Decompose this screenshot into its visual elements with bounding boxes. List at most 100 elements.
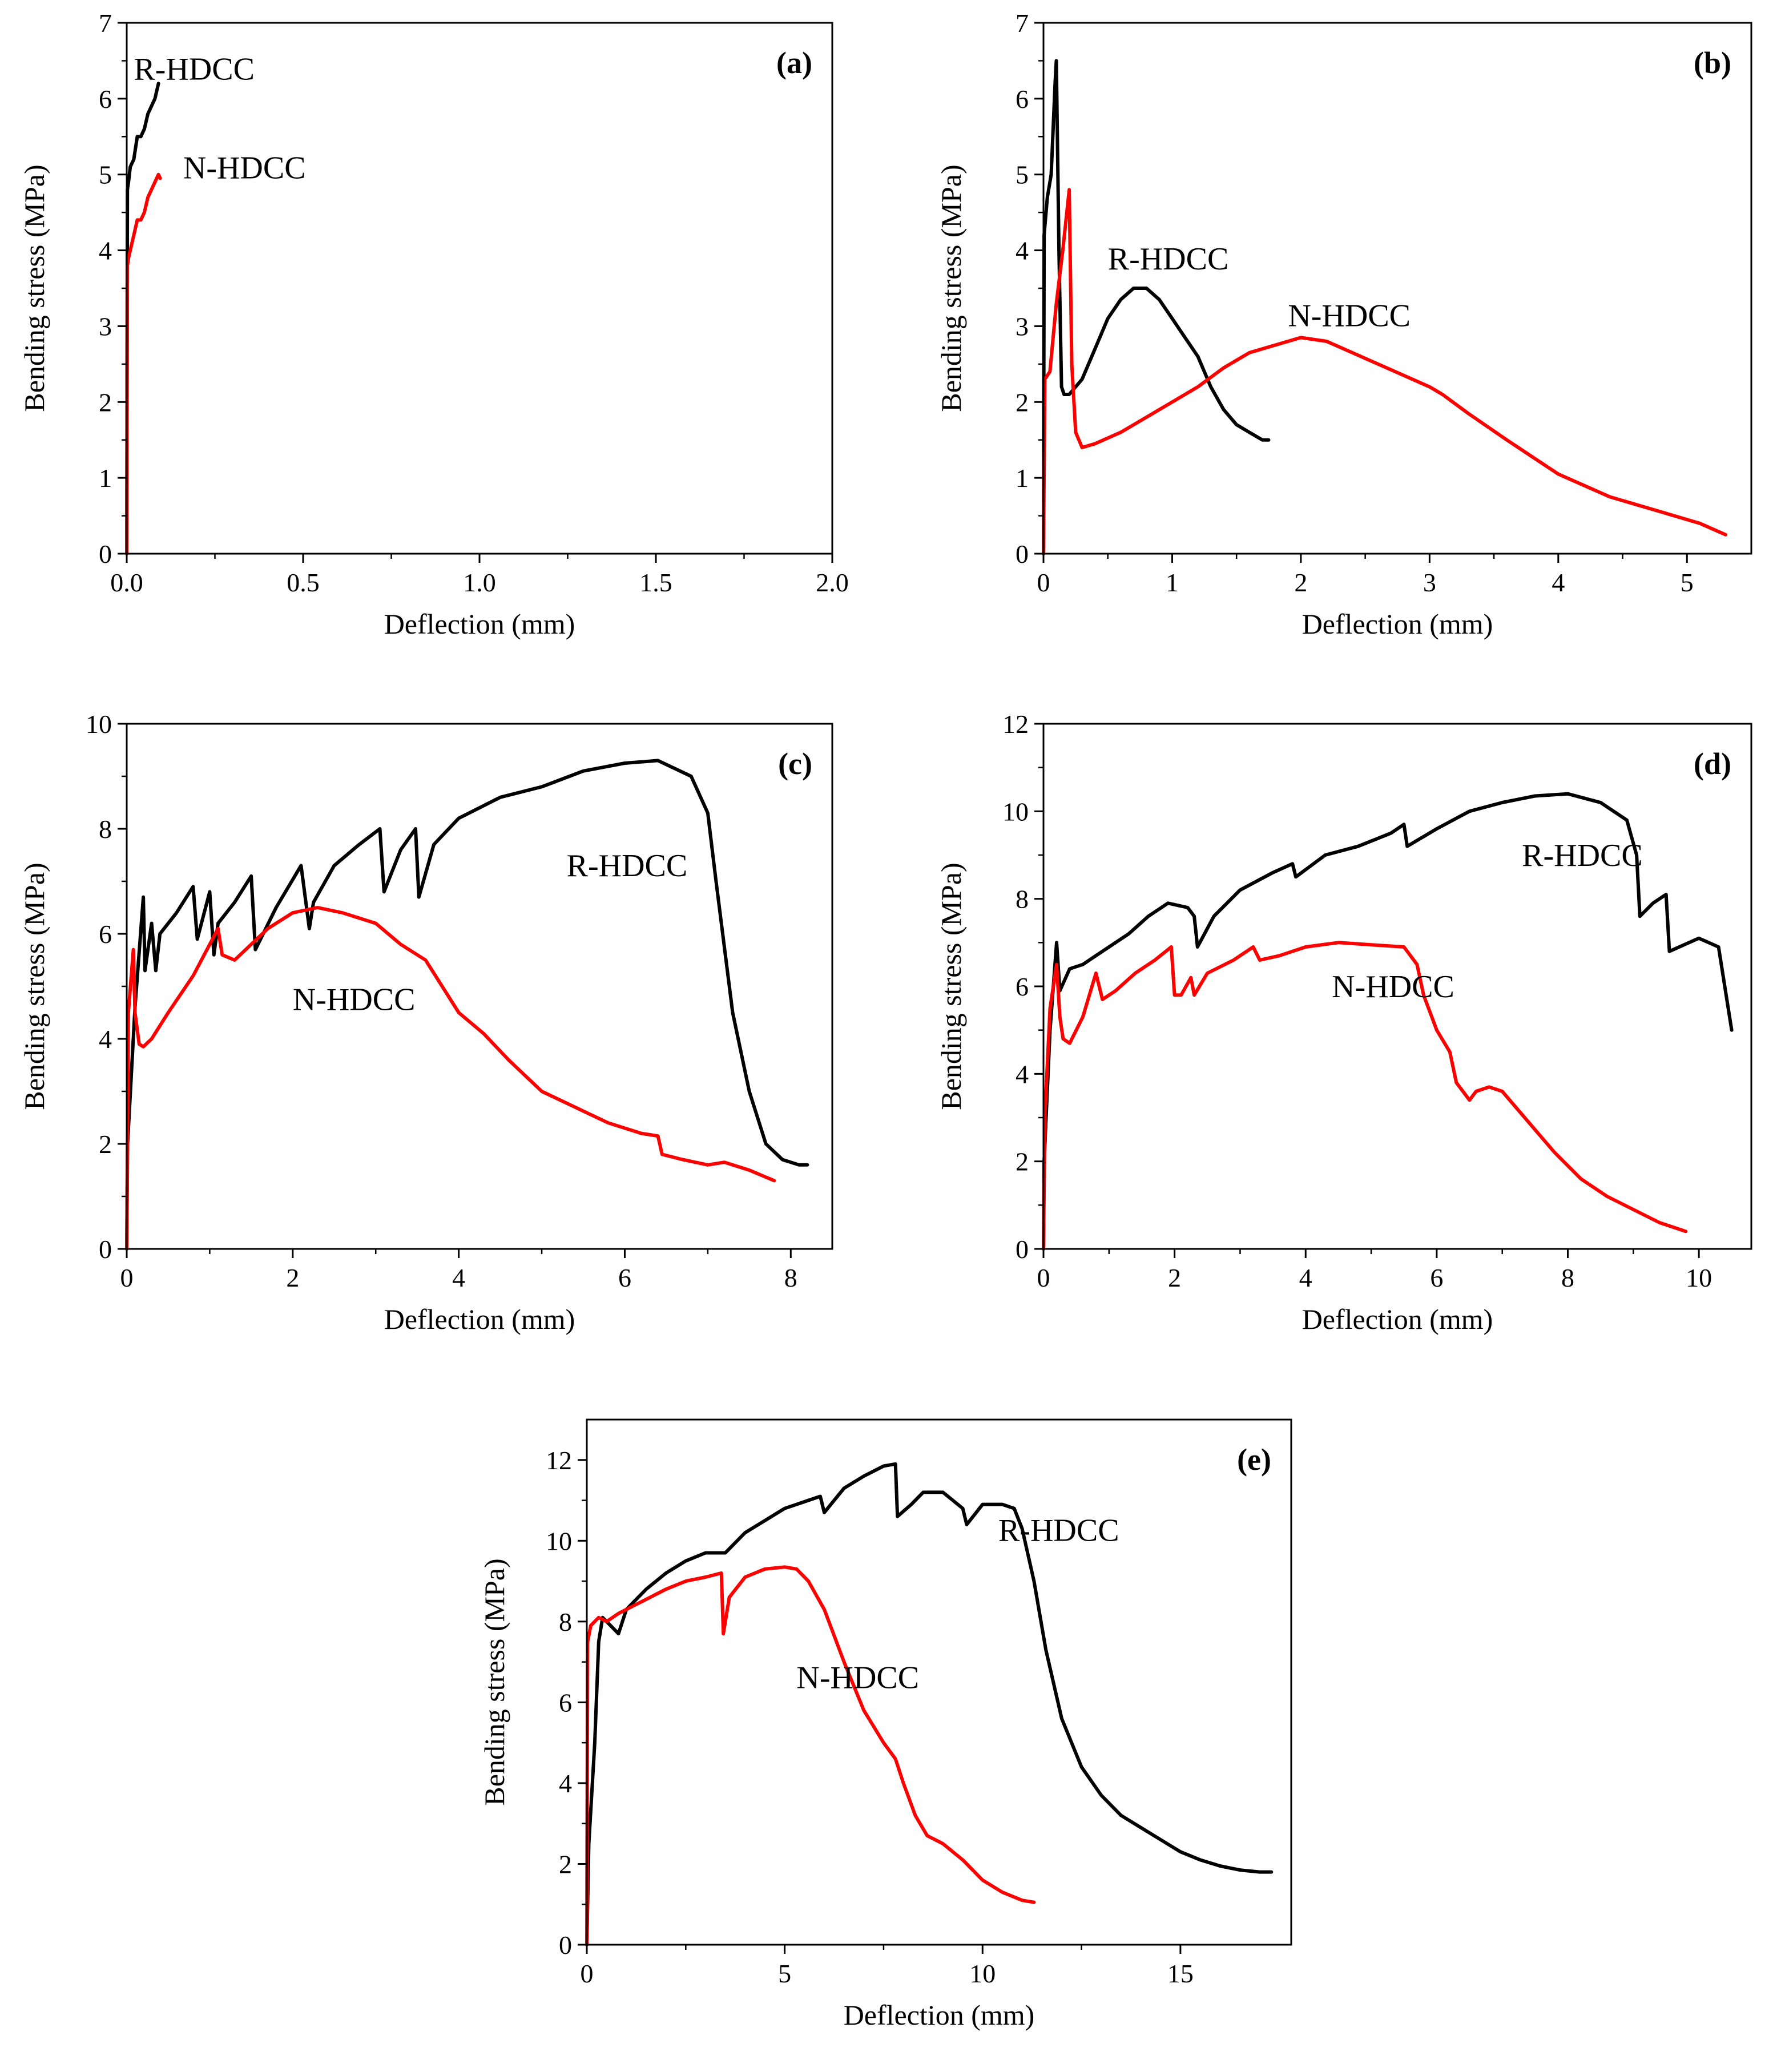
- series-label-n-hdcc: N-HDCC: [1332, 969, 1454, 1005]
- y-tick-label: 3: [99, 312, 112, 341]
- chart-panel-c: 0 2 4 6 8 0 2 4 6 8 10 Deflection (mm) Bending stres…: [18, 710, 833, 1335]
- panel-label: (a): [776, 46, 812, 80]
- series-line-n-hdcc: [585, 1565, 1036, 1946]
- x-tick-label: 8: [1561, 1263, 1574, 1292]
- x-tick-label: 1: [1166, 568, 1179, 597]
- series-line-n-hdcc: [1042, 941, 1688, 1251]
- y-tick-label: 2: [99, 388, 112, 417]
- y-tick-label: 2: [1016, 388, 1029, 417]
- x-tick-label: 0.0: [110, 568, 143, 597]
- chart-panel-b: 0 1 2 3 4 5 0 1 2 3 4 5 6 7 Deflection (mm) Bending str…: [935, 9, 1752, 640]
- y-axis-title: Bending stress (MPa): [478, 1558, 510, 1805]
- y-tick-label: 7: [99, 9, 112, 38]
- series-line-r-hdcc: [125, 82, 160, 555]
- y-tick-label: 0: [559, 1930, 572, 1960]
- y-tick-label: 0: [99, 1235, 112, 1264]
- x-tick-label: 4: [1552, 568, 1565, 597]
- y-tick-label: 10: [86, 710, 112, 739]
- y-tick-label: 1: [1016, 463, 1029, 493]
- series-label-r-hdcc: R-HDCC: [567, 848, 688, 884]
- y-tick-label: 10: [546, 1526, 572, 1555]
- series-line-n-hdcc: [125, 172, 162, 555]
- plot-frame: [126, 22, 833, 555]
- y-tick-label: 8: [559, 1607, 572, 1636]
- x-tick-label: 2: [1168, 1263, 1181, 1292]
- x-tick-label: 6: [618, 1263, 631, 1292]
- y-tick-label: 6: [559, 1688, 572, 1717]
- series-label-n-hdcc: N-HDCC: [183, 150, 306, 186]
- x-tick-label: 4: [452, 1263, 465, 1292]
- x-tick-label: 0: [120, 1263, 134, 1292]
- x-tick-label: 15: [1167, 1959, 1194, 1988]
- y-tick-label: 4: [99, 236, 112, 265]
- series-line-r-hdcc: [1042, 59, 1271, 555]
- series-label-r-hdcc: R-HDCC: [998, 1513, 1119, 1548]
- x-tick-label: 10: [1686, 1263, 1712, 1292]
- x-axis-title: Deflection (mm): [1302, 1303, 1493, 1335]
- panel-label: (e): [1237, 1442, 1271, 1477]
- series-label-r-hdcc: R-HDCC: [1522, 838, 1643, 873]
- chart-panel-d: 0 2 4 6 8 10 0 2 4 6 8 10 12 Deflection (mm) Bending s…: [935, 710, 1752, 1335]
- series-line-r-hdcc: [585, 1462, 1274, 1946]
- panel-label: (d): [1694, 747, 1731, 781]
- x-tick-label: 10: [969, 1959, 996, 1988]
- series-label-n-hdcc: N-HDCC: [796, 1660, 919, 1696]
- y-tick-label: 4: [1016, 1059, 1029, 1089]
- x-tick-label: 1.5: [639, 568, 672, 597]
- y-tick-label: 0: [1016, 539, 1029, 569]
- x-axis-title: Deflection (mm): [844, 1999, 1035, 2031]
- y-axis-title: Bending stress (MPa): [935, 862, 967, 1110]
- x-tick-label: 3: [1423, 568, 1436, 597]
- y-tick-label: 2: [99, 1130, 112, 1159]
- y-tick-label: 6: [1016, 84, 1029, 114]
- x-tick-label: 8: [784, 1263, 797, 1292]
- y-tick-label: 5: [1016, 160, 1029, 190]
- y-tick-label: 4: [559, 1769, 572, 1798]
- x-tick-label: 0.5: [287, 568, 320, 597]
- y-axis-title: Bending stress (MPa): [935, 164, 967, 412]
- y-tick-label: 6: [99, 84, 112, 114]
- panel-label: (c): [778, 747, 812, 781]
- y-tick-label: 2: [559, 1849, 572, 1878]
- chart-panel-e: 0 5 10 15 0 2 4 6 8 10 12 Deflection (mm) Bending st…: [478, 1418, 1292, 2031]
- x-axis-title: Deflection (mm): [1302, 608, 1493, 640]
- y-axis-title: Bending stress (MPa): [18, 862, 50, 1110]
- y-tick-label: 4: [1016, 236, 1029, 265]
- y-tick-label: 7: [1016, 9, 1029, 38]
- x-tick-label: 0: [1037, 568, 1050, 597]
- y-tick-label: 12: [546, 1446, 572, 1475]
- series-line-r-hdcc: [1042, 792, 1734, 1251]
- y-tick-label: 1: [99, 463, 112, 493]
- x-tick-label: 2: [1294, 568, 1307, 597]
- x-tick-label: 1.0: [463, 568, 496, 597]
- series-line-r-hdcc: [125, 759, 809, 1251]
- x-tick-label: 6: [1430, 1263, 1443, 1292]
- x-tick-label: 0: [581, 1959, 594, 1988]
- plot-frame: [126, 723, 833, 1250]
- y-tick-label: 0: [1016, 1235, 1029, 1264]
- y-tick-label: 2: [1016, 1147, 1029, 1176]
- y-axis-title: Bending stress (MPa): [18, 164, 50, 412]
- series-label-n-hdcc: N-HDCC: [293, 982, 416, 1017]
- x-tick-label: 4: [1299, 1263, 1312, 1292]
- chart-panel-a: 0.0 0.5 1.0 1.5 2.0 0 1 2 3 4 5 6 7 Deflection (mm) Be…: [18, 9, 849, 640]
- x-tick-label: 0: [1037, 1263, 1050, 1292]
- series-line-n-hdcc: [1042, 188, 1727, 555]
- y-tick-label: 5: [99, 160, 112, 190]
- x-tick-label: 2: [286, 1263, 299, 1292]
- x-tick-label: 5: [778, 1959, 791, 1988]
- x-axis-title: Deflection (mm): [384, 608, 575, 640]
- x-tick-label: 5: [1681, 568, 1694, 597]
- x-tick-label: 2.0: [816, 568, 849, 597]
- y-tick-label: 10: [1002, 797, 1029, 826]
- x-axis-title: Deflection (mm): [384, 1303, 575, 1335]
- y-tick-label: 8: [99, 815, 112, 844]
- series-label-n-hdcc: N-HDCC: [1288, 298, 1411, 333]
- y-tick-label: 0: [99, 539, 112, 569]
- panel-label: (b): [1694, 46, 1731, 80]
- plot-frame: [586, 1418, 1292, 1946]
- y-tick-label: 6: [1016, 972, 1029, 1001]
- y-tick-label: 12: [1002, 710, 1029, 739]
- plot-frame: [1042, 22, 1752, 555]
